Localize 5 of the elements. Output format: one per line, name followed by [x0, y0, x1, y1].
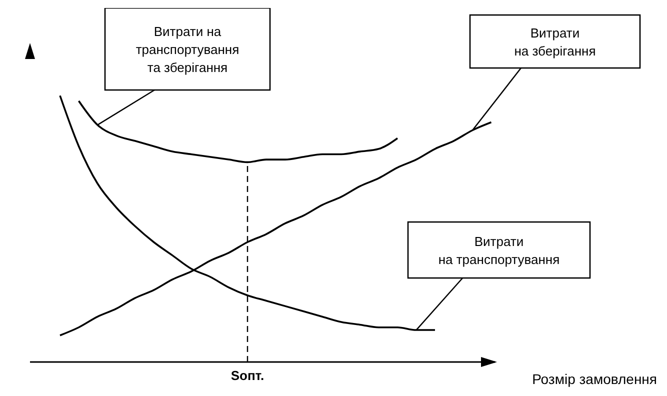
- x-axis-title: Розмір замовлення: [532, 371, 657, 387]
- text: Витрати на транспортування та зберігання: [136, 24, 240, 75]
- text: Sопт.: [230, 368, 264, 383]
- text: Витрати на транспортування: [438, 234, 560, 267]
- text: Витрати на зберігання: [514, 26, 596, 58]
